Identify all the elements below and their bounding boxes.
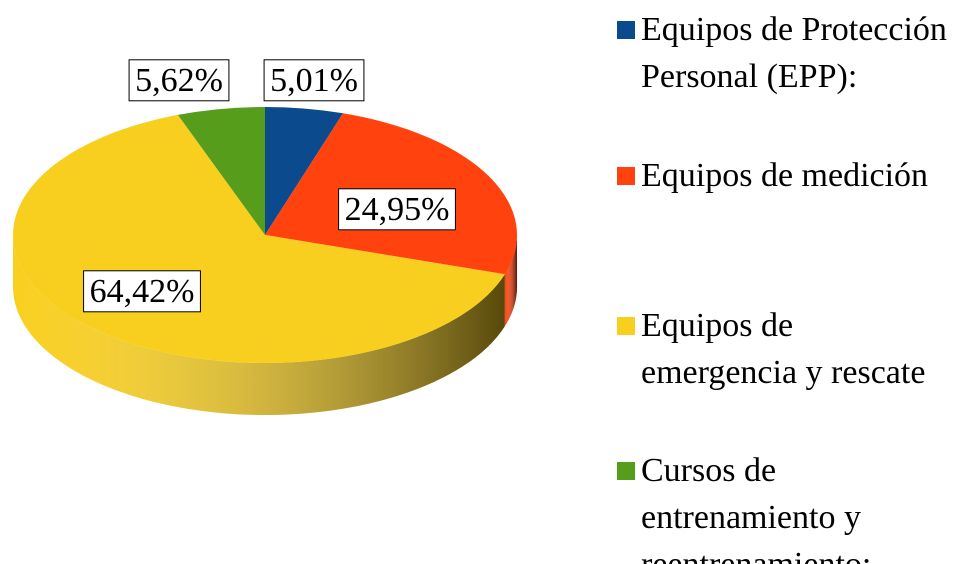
slice [177,107,265,235]
data-label: 64,42% [90,273,195,310]
data-label-box [263,59,365,102]
pie-chart: 5,01% 24,95% 64,42% 5,62% [12,59,517,416]
data-label-box [83,270,201,313]
legend-item: Cursos de entrenamiento y reentrenamient… [617,447,947,564]
data-label-box [128,59,230,102]
legend-swatch [617,462,635,480]
slice-side-shade [13,235,505,416]
legend-swatch [617,317,635,335]
legend-label: Cursos de entrenamiento y reentrenamient… [641,452,871,564]
data-label-box [338,188,456,231]
data-label: 5,01% [270,62,358,99]
legend-label: Equipos de emergencia y rescate [641,307,926,391]
data-label: 5,62% [135,62,223,99]
legend-item: Equipos de medición [617,152,947,199]
legend-label: Equipos de medición [641,157,929,194]
legend-swatch [617,21,635,39]
slice-side-shade [504,235,517,327]
legend-label: Equipos de Protección Personal (EPP): [641,11,947,95]
legend-item: Equipos de emergencia y rescate [617,302,947,396]
legend-swatch [617,167,635,185]
slice [265,107,344,235]
data-label: 24,95% [345,191,450,228]
legend-item: Equipos de Protección Personal (EPP): [617,6,947,100]
